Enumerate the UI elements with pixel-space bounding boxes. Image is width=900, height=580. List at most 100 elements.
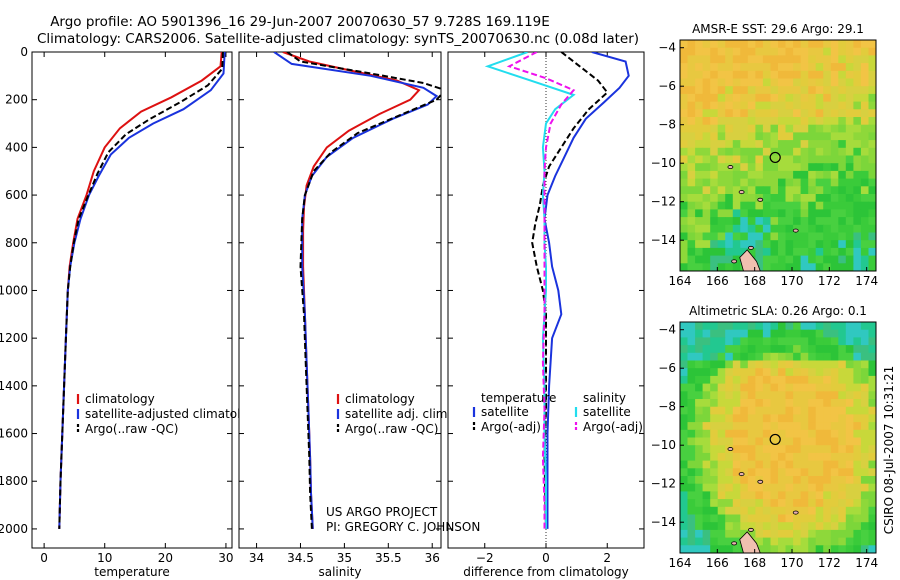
temp-ytick-label: 200 [5, 93, 28, 107]
sla-cell [680, 476, 689, 485]
sla-cell [808, 483, 817, 492]
sla-cell [815, 368, 824, 377]
sla-cell [853, 337, 862, 346]
sla-cell [755, 322, 764, 331]
sla-cell [702, 506, 711, 516]
sla-cell [793, 537, 802, 546]
sst-cell [747, 217, 756, 226]
sla-cell [860, 414, 869, 423]
sla-cell [695, 399, 704, 408]
sla-cell [785, 468, 794, 477]
sst-cell [680, 47, 689, 56]
sst-cell [808, 155, 817, 164]
sst-cell [860, 263, 869, 271]
sst-cell [687, 209, 696, 218]
sst-cell [710, 117, 719, 126]
sla-cell [710, 437, 719, 446]
sst-cell [740, 178, 749, 187]
sla-cell [845, 437, 854, 446]
sst-cell [740, 132, 749, 141]
temp-ytick-label: 1000 [0, 283, 28, 297]
sst-cell [815, 109, 824, 118]
sst-cell [830, 209, 839, 218]
sla-cell [800, 322, 809, 331]
sla-cell [845, 337, 854, 346]
sla-cell [808, 491, 817, 500]
sst-cell [702, 86, 711, 95]
sla-cell [680, 499, 689, 508]
sla-cell [778, 406, 787, 415]
sst-cell [740, 47, 749, 56]
sla-cell [830, 399, 839, 408]
sla-cell [695, 506, 704, 516]
sst-cell [725, 55, 734, 64]
sla-cell [815, 514, 824, 523]
sst-cell [800, 255, 809, 264]
sst-cell [823, 263, 832, 271]
sla-cell [830, 345, 839, 354]
sst-ytick-label: −10 [651, 156, 676, 170]
sla-xtick-label: 170 [781, 556, 804, 570]
sla-cell [845, 445, 854, 454]
sla-cell [823, 468, 832, 477]
sst-cell [717, 40, 726, 49]
sla-cell [747, 522, 756, 531]
sla-cell [785, 345, 794, 354]
sst-cell [687, 201, 696, 210]
sst-cell [860, 93, 869, 103]
sla-cell [860, 483, 869, 492]
sla-cell [785, 452, 794, 462]
sla-cell [860, 522, 869, 531]
sst-cell [740, 93, 749, 103]
sst-cell [808, 132, 817, 141]
sla-cell [680, 537, 689, 546]
sst-cell [680, 40, 689, 49]
sla-cell [845, 491, 854, 500]
sst-cell [868, 70, 876, 80]
sst-cell [785, 247, 794, 257]
sla-cell [770, 468, 779, 477]
sst-cell [830, 232, 839, 241]
sla-cell [845, 383, 854, 392]
sst-cell [702, 147, 711, 157]
sst-cell [740, 147, 749, 157]
diff-legend-temp-satellite: satellite [481, 405, 529, 419]
sla-cell [830, 491, 839, 500]
sla-cell [778, 499, 787, 508]
sla-cell [823, 491, 832, 500]
sst-cell [793, 78, 802, 87]
sla-cell [710, 383, 719, 392]
sla-cell [868, 545, 876, 553]
sst-cell [680, 86, 689, 95]
sla-cell [717, 522, 726, 531]
sla-cell [778, 429, 787, 439]
sst-cell [800, 55, 809, 64]
sst-cell [815, 163, 824, 172]
sst-cell [800, 224, 809, 234]
sla-cell [702, 460, 711, 469]
sla-cell [702, 360, 711, 369]
sst-cell [785, 140, 794, 149]
sst-cell [747, 186, 756, 195]
sla-cell [747, 383, 756, 392]
sst-landmass [739, 249, 761, 271]
sst-cell [845, 78, 854, 87]
sst-cell [830, 201, 839, 210]
sst-xtick-label: 174 [855, 274, 878, 288]
sst-cell [853, 86, 862, 95]
sst-cell [755, 170, 764, 180]
sst-cell [687, 194, 696, 203]
sst-cell [800, 240, 809, 249]
sla-cell [762, 514, 771, 523]
sla-cell [815, 337, 824, 346]
sst-cell [747, 209, 756, 218]
sst-cell [717, 155, 726, 164]
sst-cell [778, 217, 787, 226]
sla-cell [732, 391, 741, 400]
sla-cell [762, 537, 771, 546]
sst-cell [838, 147, 847, 157]
sla-cell [770, 445, 779, 454]
sla-cell [845, 414, 854, 423]
sla-cell [747, 460, 756, 469]
sst-cell [725, 201, 734, 210]
